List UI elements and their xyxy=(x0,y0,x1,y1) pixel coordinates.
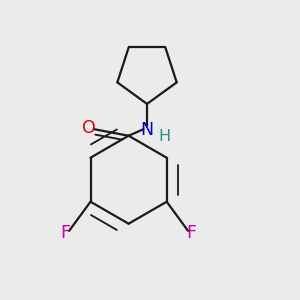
Text: O: O xyxy=(82,119,96,137)
Text: N: N xyxy=(140,121,154,139)
Text: F: F xyxy=(60,224,70,242)
Text: H: H xyxy=(158,129,170,144)
Text: F: F xyxy=(187,224,196,242)
